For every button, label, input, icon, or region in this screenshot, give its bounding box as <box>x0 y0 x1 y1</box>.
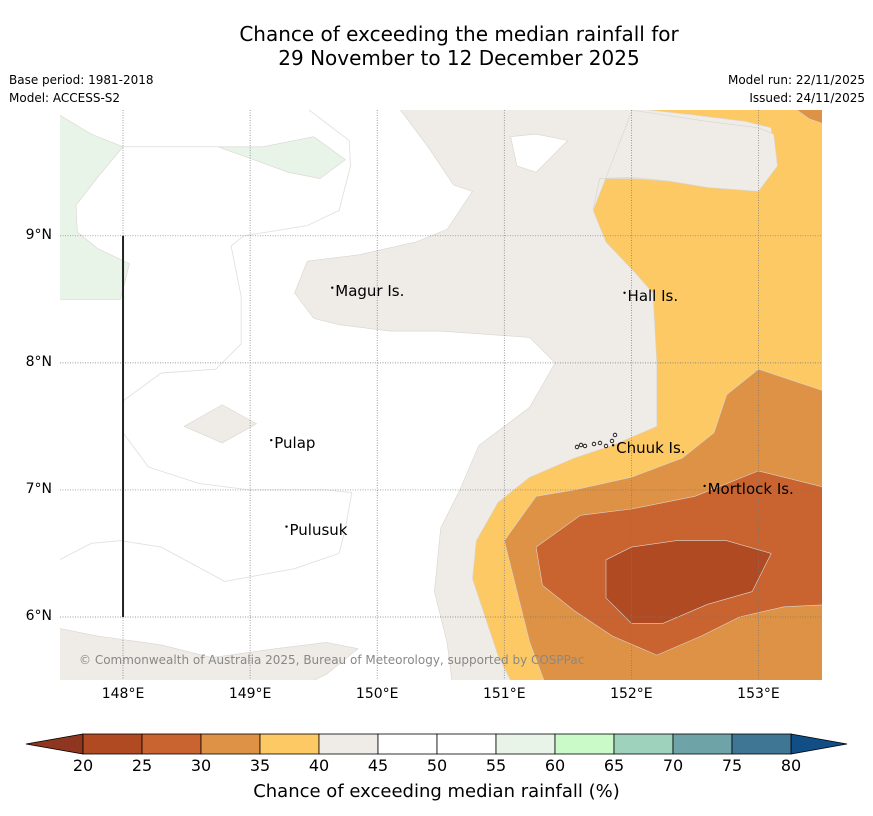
contour-40-45-west-patch <box>183 404 258 444</box>
colorbar-tick-label: 20 <box>72 756 94 775</box>
colorbar-under-arrow <box>25 733 84 755</box>
copyright-notice: © Commonwealth of Australia 2025, Bureau… <box>79 653 584 667</box>
base-period: Base period: 1981-2018 <box>9 73 154 87</box>
colorbar-title: Chance of exceeding median rainfall (%) <box>253 781 620 802</box>
colorbar-tick-label: 65 <box>603 756 625 775</box>
colorbar-swatch-30-35 <box>200 733 261 755</box>
chuuk-islet-1 <box>578 442 584 448</box>
colorbar-swatch-60-65 <box>554 733 615 755</box>
colorbar-tick-label: 35 <box>249 756 271 775</box>
island-marker-3 <box>285 525 288 528</box>
meta-left: Base period: 1981-2018 Model: ACCESS-S2 <box>9 71 154 107</box>
contour-layer <box>60 110 822 680</box>
contour-40-45-southwest <box>60 628 359 680</box>
place-label: Pulusuk <box>289 520 348 539</box>
colorbar-swatch-70-75 <box>672 733 733 755</box>
colorbar-swatch-65-70 <box>613 733 674 755</box>
contour-20-25-minimum <box>605 540 772 624</box>
colorbar-tick-label: 80 <box>780 756 802 775</box>
contour-45-55-hole <box>510 133 569 173</box>
place-label: Magur Is. <box>335 281 405 300</box>
colorbar-tick-label: 75 <box>721 756 743 775</box>
lon-tick-label: 151°E <box>482 686 526 702</box>
colorbar-tick-label: 50 <box>426 756 448 775</box>
colorbar-swatch-75-80 <box>731 733 792 755</box>
chuuk-islet-3 <box>591 441 597 447</box>
colorbar-tick-label: 60 <box>544 756 566 775</box>
island-marker-1 <box>623 291 626 294</box>
lon-tick-label: 150°E <box>355 686 399 702</box>
colorbar-tick-label: 30 <box>190 756 212 775</box>
issued-date: Issued: 24/11/2025 <box>749 91 865 105</box>
island-marker-2 <box>270 438 273 442</box>
island-marker-0 <box>331 286 334 289</box>
place-label: Pulap <box>274 434 316 453</box>
model-run-date: Model run: 22/11/2025 <box>727 73 865 87</box>
colorbar-swatch-25-30 <box>141 733 202 755</box>
place-label: Mortlock Is. <box>707 479 794 498</box>
colorbar-tick-label: 40 <box>308 756 330 775</box>
colorbar-swatch-35-40 <box>259 733 320 755</box>
chuuk-islet-0 <box>574 444 580 450</box>
colorbar-swatch-20-25 <box>82 733 143 755</box>
colorbar-swatch-50-55 <box>436 733 497 755</box>
chuuk-islet-5 <box>603 443 609 449</box>
place-label: Hall Is. <box>627 286 679 305</box>
colorbar-swatch-40-45 <box>318 733 379 755</box>
island-markers <box>270 286 706 528</box>
colorbar-swatch-55-60 <box>495 733 556 755</box>
lat-tick-label: 8°N <box>25 353 52 370</box>
colorbar-tick-label: 25 <box>131 756 153 775</box>
colorbar <box>25 733 848 755</box>
colorbar-tick-label: 70 <box>662 756 684 775</box>
cosppac-link[interactable]: COSPPac <box>530 653 585 667</box>
chuuk-islet-2 <box>582 443 588 449</box>
colorbar-swatch-45-50 <box>377 733 438 755</box>
contour-30-35-northeast-corner <box>796 110 822 124</box>
lon-tick-label: 148°E <box>101 686 145 702</box>
lon-tick-label: 153°E <box>737 686 780 702</box>
colorbar-tick-label: 55 <box>485 756 507 775</box>
map-title: Chance of exceeding the median rainfall … <box>0 22 873 70</box>
island-marker-4 <box>611 444 615 447</box>
lon-tick-label: 152°E <box>610 686 653 702</box>
contour-line-50-north <box>60 110 353 582</box>
title-line-2: 29 November to 12 December 2025 <box>278 46 640 70</box>
lon-tick-label: 149°E <box>228 686 272 702</box>
lat-tick-label: 9°N <box>25 226 52 243</box>
copyright-text: © Commonwealth of Australia 2025, Bureau… <box>79 653 531 667</box>
chuuk-islet-6 <box>609 438 615 444</box>
chuuk-islet-7 <box>612 432 618 438</box>
meta-right: Model run: 22/11/2025 Issued: 24/11/2025 <box>728 71 865 107</box>
lat-tick-label: 7°N <box>25 480 52 497</box>
title-line-1: Chance of exceeding the median rainfall … <box>239 22 679 46</box>
model-name: Model: ACCESS-S2 <box>9 91 121 105</box>
contour-40-45-northeast <box>592 110 778 211</box>
colorbar-tick-label: 45 <box>367 756 389 775</box>
island-marker-5 <box>703 484 706 488</box>
lat-tick-label: 6°N <box>25 607 52 624</box>
colorbar-over-arrow <box>790 733 848 755</box>
place-label: Chuuk Is. <box>616 439 686 458</box>
chuuk-islet-4 <box>597 440 603 446</box>
